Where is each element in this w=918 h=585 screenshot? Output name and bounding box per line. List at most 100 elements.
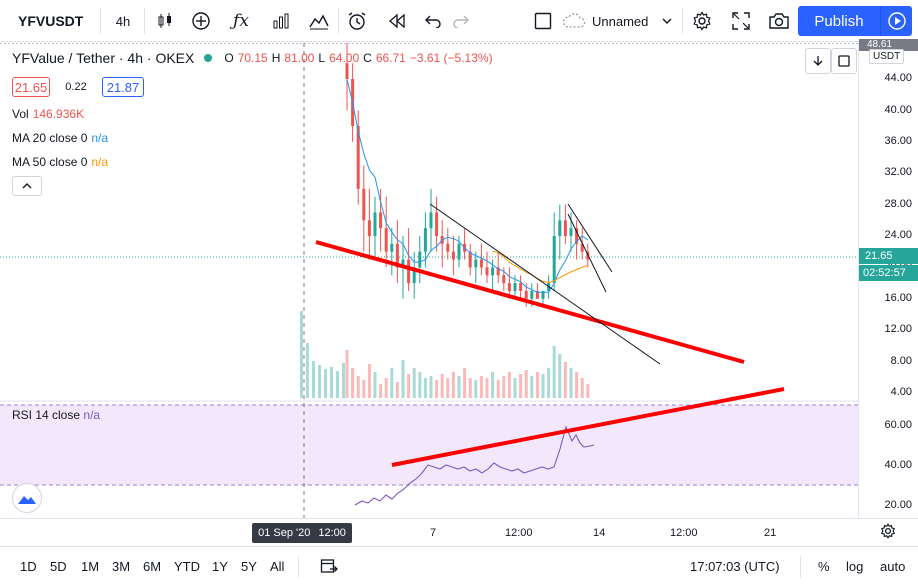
compare-button[interactable]: [186, 6, 216, 36]
time-axis[interactable]: 7 12:00 14 12:00 21 01 Sep '20 12:00: [0, 518, 918, 546]
tradingview-logo-button[interactable]: [12, 483, 42, 513]
fullscreen-button[interactable]: [726, 6, 756, 36]
range-3m[interactable]: 3M: [112, 559, 131, 574]
settings-button[interactable]: [687, 6, 717, 36]
candle-body: [485, 267, 489, 276]
undo-button[interactable]: [418, 6, 448, 36]
publish-button[interactable]: Publish: [798, 6, 880, 36]
volume-bar: [446, 378, 450, 398]
redo-button[interactable]: [446, 6, 476, 36]
layout-name-button[interactable]: Unnamed: [562, 6, 686, 36]
replay-button[interactable]: [382, 6, 412, 36]
volume-bar: [330, 367, 333, 398]
bar-style-button[interactable]: [150, 6, 180, 36]
volume-legend[interactable]: Vol 146.936K: [12, 107, 84, 121]
candle-body: [435, 212, 439, 236]
time-label: 12:00: [505, 527, 533, 539]
utc-clock[interactable]: 17:07:03 (UTC): [690, 559, 780, 574]
collapse-legend-button[interactable]: [12, 176, 42, 196]
volume-bar: [530, 376, 534, 398]
camera-icon: [769, 13, 789, 29]
volume-bar: [569, 368, 573, 398]
volume-bar: [306, 343, 309, 398]
candle-body: [530, 290, 534, 299]
sell-price-button[interactable]: 21.65: [12, 77, 50, 97]
rsi-background: [0, 405, 858, 485]
alarm-clock-icon: [348, 12, 366, 30]
crosshair-date: 01 Sep '20: [258, 527, 311, 539]
ma20-line: [346, 78, 589, 293]
volume-bar: [401, 360, 405, 398]
close-value: 66.71: [375, 51, 406, 65]
chart-pane[interactable]: YFValue / Tether · 4h · OKEX O 70.15 H 81.…: [0, 43, 858, 518]
range-5d[interactable]: 5D: [50, 559, 67, 574]
scroll-down-button[interactable]: [805, 48, 831, 74]
range-6m[interactable]: 6M: [143, 559, 162, 574]
financials-button[interactable]: [266, 6, 296, 36]
calendar-goto-icon: [320, 559, 338, 573]
trendline[interactable]: [391, 387, 785, 467]
snapshot-button[interactable]: [764, 6, 794, 36]
ma20-legend[interactable]: MA 20 close 0 n/a: [12, 131, 108, 145]
date-range-button[interactable]: [320, 557, 338, 578]
range-1m[interactable]: 1M: [81, 559, 100, 574]
undo-icon: [425, 15, 441, 28]
publish-menu-button[interactable]: [880, 6, 912, 36]
chart-settings-button[interactable]: [880, 523, 896, 542]
log-toggle[interactable]: log: [846, 559, 864, 574]
volume-bar: [373, 372, 377, 398]
open-value: 70.15: [237, 51, 268, 65]
low-value: 64.00: [329, 51, 360, 65]
price-chart[interactable]: [0, 43, 858, 518]
ma50-legend[interactable]: MA 50 close 0 n/a: [12, 155, 108, 169]
ma20-value: n/a: [91, 131, 109, 145]
line-chart-icon: [309, 14, 329, 30]
price-tick-label: 28.00: [884, 198, 912, 210]
candle-body: [373, 212, 377, 236]
chevron-up-icon: [22, 183, 32, 189]
trendline[interactable]: [315, 240, 745, 364]
interval-button[interactable]: 4h: [115, 13, 131, 29]
volume-bar: [418, 372, 422, 398]
rewind-icon: [389, 14, 405, 28]
fullscreen-layout-button[interactable]: [528, 6, 558, 36]
range-1d[interactable]: 1D: [20, 559, 37, 574]
gear-icon: [880, 523, 896, 539]
volume-label: Vol: [12, 107, 29, 121]
price-tick-label: 40.00: [884, 104, 912, 116]
candle-body: [362, 188, 366, 221]
symbol-search-button[interactable]: YFVUSDT: [18, 13, 84, 29]
trendline[interactable]: [567, 213, 607, 293]
range-ytd[interactable]: YTD: [174, 559, 200, 574]
volume-bar: [407, 374, 411, 398]
chevron-down-icon: [662, 18, 672, 24]
templates-button[interactable]: [304, 6, 334, 36]
volume-bar: [552, 346, 556, 398]
rsi-legend[interactable]: RSI 14 close n/a: [12, 408, 100, 422]
gear-icon: [693, 11, 711, 31]
toolbar-divider: [144, 8, 145, 34]
auto-toggle[interactable]: auto: [880, 559, 906, 574]
volume-bar: [395, 382, 399, 398]
trendline[interactable]: [567, 203, 613, 273]
indicators-button[interactable]: ƒx: [226, 6, 256, 36]
trendline[interactable]: [429, 203, 661, 365]
alert-button[interactable]: [342, 6, 372, 36]
candle-body: [356, 126, 360, 189]
candle-body: [379, 212, 383, 229]
range-5y[interactable]: 5Y: [241, 559, 257, 574]
trendlines: [315, 203, 785, 467]
window-icon: [838, 55, 850, 67]
candle-body: [395, 243, 399, 268]
buy-price-button[interactable]: 21.87: [102, 77, 144, 97]
maximize-pane-button[interactable]: [831, 48, 857, 74]
price-scale[interactable]: 48.61 USDT 44.00 40.00 36.00 32.00 28.00 24.0…: [858, 39, 918, 518]
toolbar-divider: [682, 8, 683, 34]
percent-toggle[interactable]: %: [818, 559, 830, 574]
range-all[interactable]: All: [270, 559, 285, 574]
volume-bar: [491, 372, 495, 398]
bottom-divider: [800, 556, 801, 578]
range-1y[interactable]: 1Y: [212, 559, 228, 574]
currency-button[interactable]: USDT: [869, 49, 905, 64]
toolbar-divider: [100, 8, 101, 34]
